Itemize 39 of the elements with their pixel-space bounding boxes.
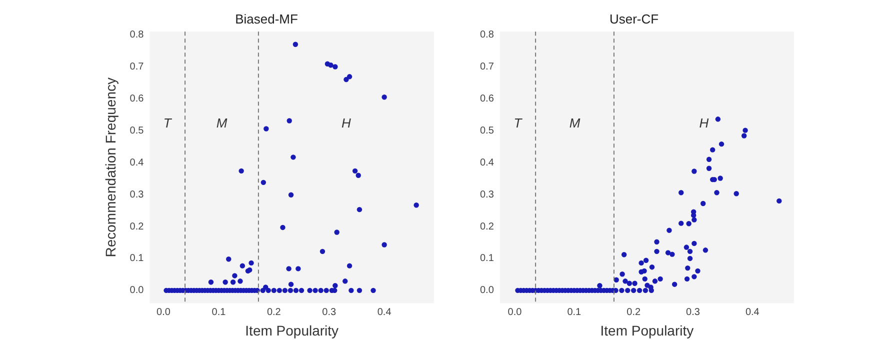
x-tick-label: 0.0 <box>156 306 171 318</box>
x-axis-title: Item Popularity <box>600 322 694 338</box>
y-tick-label: 0.3 <box>130 189 144 200</box>
y-tick-label: 0.8 <box>130 30 144 41</box>
x-tick-label: 0.3 <box>686 306 700 318</box>
annotation: H <box>342 116 352 131</box>
y-tick-label: 0.7 <box>480 62 494 72</box>
x-tick-label: 0.0 <box>508 306 522 318</box>
y-axis-title: Recommendation Frequency <box>102 78 118 258</box>
y-tick-label: 0.2 <box>480 221 494 232</box>
y-tick-label: 0.0 <box>480 285 494 296</box>
y-tick-label: 0.6 <box>480 93 494 104</box>
x-tick-label: 0.1 <box>212 306 226 318</box>
y-tick-label: 0.4 <box>480 157 494 168</box>
chart-title: Biased-MF <box>235 11 298 26</box>
y-tick-label: 0.3 <box>480 189 494 200</box>
y-tick-label: 0.5 <box>480 125 494 136</box>
annotation: M <box>569 116 580 131</box>
y-tick-label: 0.8 <box>480 30 494 41</box>
y-tick-label: 0.4 <box>130 157 144 168</box>
annotation: H <box>699 116 710 131</box>
y-tick-label: 0.6 <box>130 93 144 104</box>
chart-title: User-CF <box>609 11 659 26</box>
x-tick-label: 0.2 <box>266 306 282 318</box>
y-tick-label: 0.1 <box>130 253 144 264</box>
annotation: T <box>514 116 523 131</box>
annotation: M <box>216 116 228 131</box>
x-tick-label: 0.2 <box>626 306 641 318</box>
y-tick-label: 0.0 <box>130 285 144 296</box>
y-tick-label: 0.1 <box>480 253 494 264</box>
y-tick-label: 0.2 <box>130 221 144 232</box>
y-tick-label: 0.7 <box>130 62 144 72</box>
x-tick-label: 0.1 <box>567 306 582 318</box>
x-tick-label: 0.4 <box>745 306 760 318</box>
x-tick-label: 0.3 <box>322 306 336 318</box>
x-tick-label: 0.4 <box>377 306 392 318</box>
annotation: T <box>163 116 172 131</box>
y-tick-label: 0.5 <box>130 125 144 136</box>
x-axis-title: Item Popularity <box>245 322 339 338</box>
